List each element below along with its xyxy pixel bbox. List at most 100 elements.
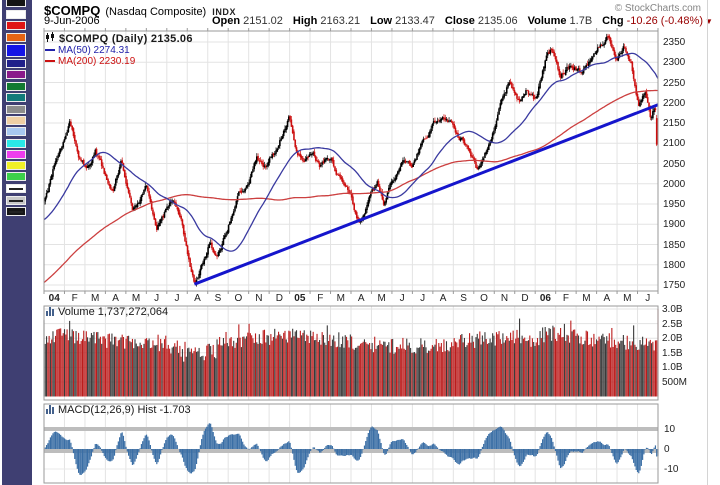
volume-legend: Volume 1,737,272,064 (45, 306, 168, 319)
price-y-tick-label: 2300 (663, 57, 686, 69)
chart-date: 9-Jun-2006 (44, 15, 100, 27)
palette-swatch-purple[interactable] (6, 70, 26, 79)
moving-averages-layer (44, 52, 658, 284)
stat-change: Chg -10.26 (-0.48%) ▼ (602, 15, 713, 27)
stat-close: Close 2135.06 (444, 15, 518, 27)
x-axis-month-label: J (174, 293, 180, 304)
line-style-glyph (9, 200, 23, 202)
x-axis-month-label: N (500, 293, 509, 304)
candlestick-icon (45, 32, 56, 46)
line-style-glyph (9, 188, 23, 190)
price-legend: $COMPQ (Daily) 2135.06 (45, 32, 193, 46)
x-axis-month-label: A (603, 293, 611, 304)
x-axis-month-label: 05 (294, 293, 306, 304)
x-axis-month-label: A (357, 293, 365, 304)
palette-swatch-tan[interactable] (6, 116, 26, 125)
palette-swatch-navy[interactable] (6, 59, 26, 68)
x-axis-month-label: N (255, 293, 263, 304)
ohlc-stats-row: Open 2151.02 High 2163.21 Low 2133.47 Close… (212, 15, 713, 27)
price-y-tick-label: 1900 (663, 219, 686, 231)
ma200-line-swatch (45, 60, 55, 63)
macd-histogram-layer (44, 423, 659, 475)
macd-zero-band (44, 449, 658, 453)
price-legend-label: $COMPQ (Daily) 2135.06 (59, 33, 193, 45)
volume-y-tick-label: 2.0B (662, 333, 683, 345)
palette-swatch-yellow[interactable] (6, 161, 26, 170)
chart-header: $COMPQ (Nasdaq Composite) INDX (44, 2, 236, 20)
palette-swatch-blue[interactable] (6, 44, 26, 57)
x-axis-month-label: D (521, 293, 529, 304)
x-axis-month-label: F (317, 293, 324, 304)
x-axis-month-label: J (645, 293, 651, 304)
price-y-tick-label: 1950 (663, 199, 686, 210)
macd-y-tick-label: -10 (664, 464, 679, 475)
x-axis-month-label: S (214, 293, 222, 304)
volume-y-tick-label: 3.0B (662, 304, 683, 315)
stat-low: Low 2133.47 (370, 15, 435, 27)
palette-swatch-light-blue[interactable] (6, 127, 26, 136)
ma50-line-swatch (45, 49, 55, 52)
palette-swatch-line-black[interactable] (6, 207, 26, 216)
x-axis-month-label: M (90, 293, 100, 304)
palette-swatch-dark-green[interactable] (6, 82, 26, 91)
price-y-tick-label: 2050 (663, 158, 686, 170)
price-y-tick-label: 2150 (663, 118, 686, 129)
x-axis-month-label: F (71, 293, 78, 304)
x-axis-month-label: 04 (48, 293, 60, 304)
price-y-tick-label: 2100 (663, 138, 686, 150)
histogram-icon (45, 404, 55, 417)
palette-swatch-line-gray[interactable] (6, 196, 26, 205)
price-y-tick-label: 2350 (663, 37, 686, 48)
palette-swatch-green[interactable] (6, 172, 26, 181)
macd-legend: MACD(12,26,9) Hist -1.703 (45, 404, 191, 417)
annotation-color-toolbar (2, 0, 32, 485)
palette-swatch-cyan[interactable] (6, 139, 26, 148)
x-axis-month-label: A (439, 293, 447, 304)
ticker-symbol: $COMPQ (44, 3, 101, 18)
x-axis-month-label: M (377, 293, 386, 304)
price-y-tick-label: 1750 (663, 280, 686, 291)
histogram-icon (45, 306, 55, 319)
line-style-glyph (9, 211, 23, 213)
palette-swatch-orange[interactable] (6, 33, 26, 42)
macd-upper-band (44, 427, 658, 431)
stockcharts-copyright: © StockCharts.com (614, 3, 701, 14)
price-y-tick-label: 2200 (663, 97, 686, 109)
x-axis-month-label: S (460, 293, 467, 304)
support-trendline[interactable] (193, 103, 659, 286)
macd-legend-label: MACD(12,26,9) Hist -1.703 (58, 404, 191, 416)
stat-volume: Volume 1.7B (527, 15, 593, 27)
price-y-tick-label: 2250 (663, 77, 686, 89)
ticker-name: (Nasdaq Composite) (105, 6, 207, 18)
palette-swatch-magenta[interactable] (6, 150, 26, 159)
palette-swatch-gray[interactable] (6, 105, 26, 114)
x-axis-month-label: M (131, 293, 141, 304)
volume-bars-layer (43, 309, 659, 397)
volume-y-tick-label: 500M (662, 377, 688, 388)
palette-swatch-line-white[interactable] (6, 184, 26, 193)
stat-high: High 2163.21 (292, 15, 361, 27)
ma200-legend: MA(200) 2230.19 (45, 56, 135, 67)
x-axis-month-label: O (234, 293, 243, 304)
volume-y-tick-label: 2.5B (662, 318, 683, 330)
x-axis-month-label: M (623, 293, 632, 304)
price-y-tick-label: 1850 (663, 239, 686, 251)
macd-y-tick-label: 10 (664, 424, 676, 435)
x-axis-month-label: O (480, 293, 488, 304)
palette-swatch-white[interactable] (6, 10, 26, 19)
palette-swatch-teal[interactable] (6, 93, 26, 102)
x-axis-month-label: 06 (539, 293, 551, 304)
x-axis-month-label: M (582, 293, 591, 304)
ma200-label: MA(200) 2230.19 (58, 56, 136, 67)
change-down-arrow-icon: ▼ (705, 17, 713, 26)
palette-swatch-black[interactable] (6, 0, 26, 7)
palette-swatch-red[interactable] (6, 21, 26, 30)
volume-y-tick-label: 1.0B (662, 362, 683, 374)
x-axis-month-label: A (194, 293, 201, 304)
ma50-label: MA(50) 2274.31 (58, 45, 130, 56)
volume-y-tick-label: 1.5B (662, 347, 683, 359)
x-axis-month-label: J (420, 293, 426, 304)
volume-legend-label: Volume 1,737,272,064 (58, 306, 169, 318)
